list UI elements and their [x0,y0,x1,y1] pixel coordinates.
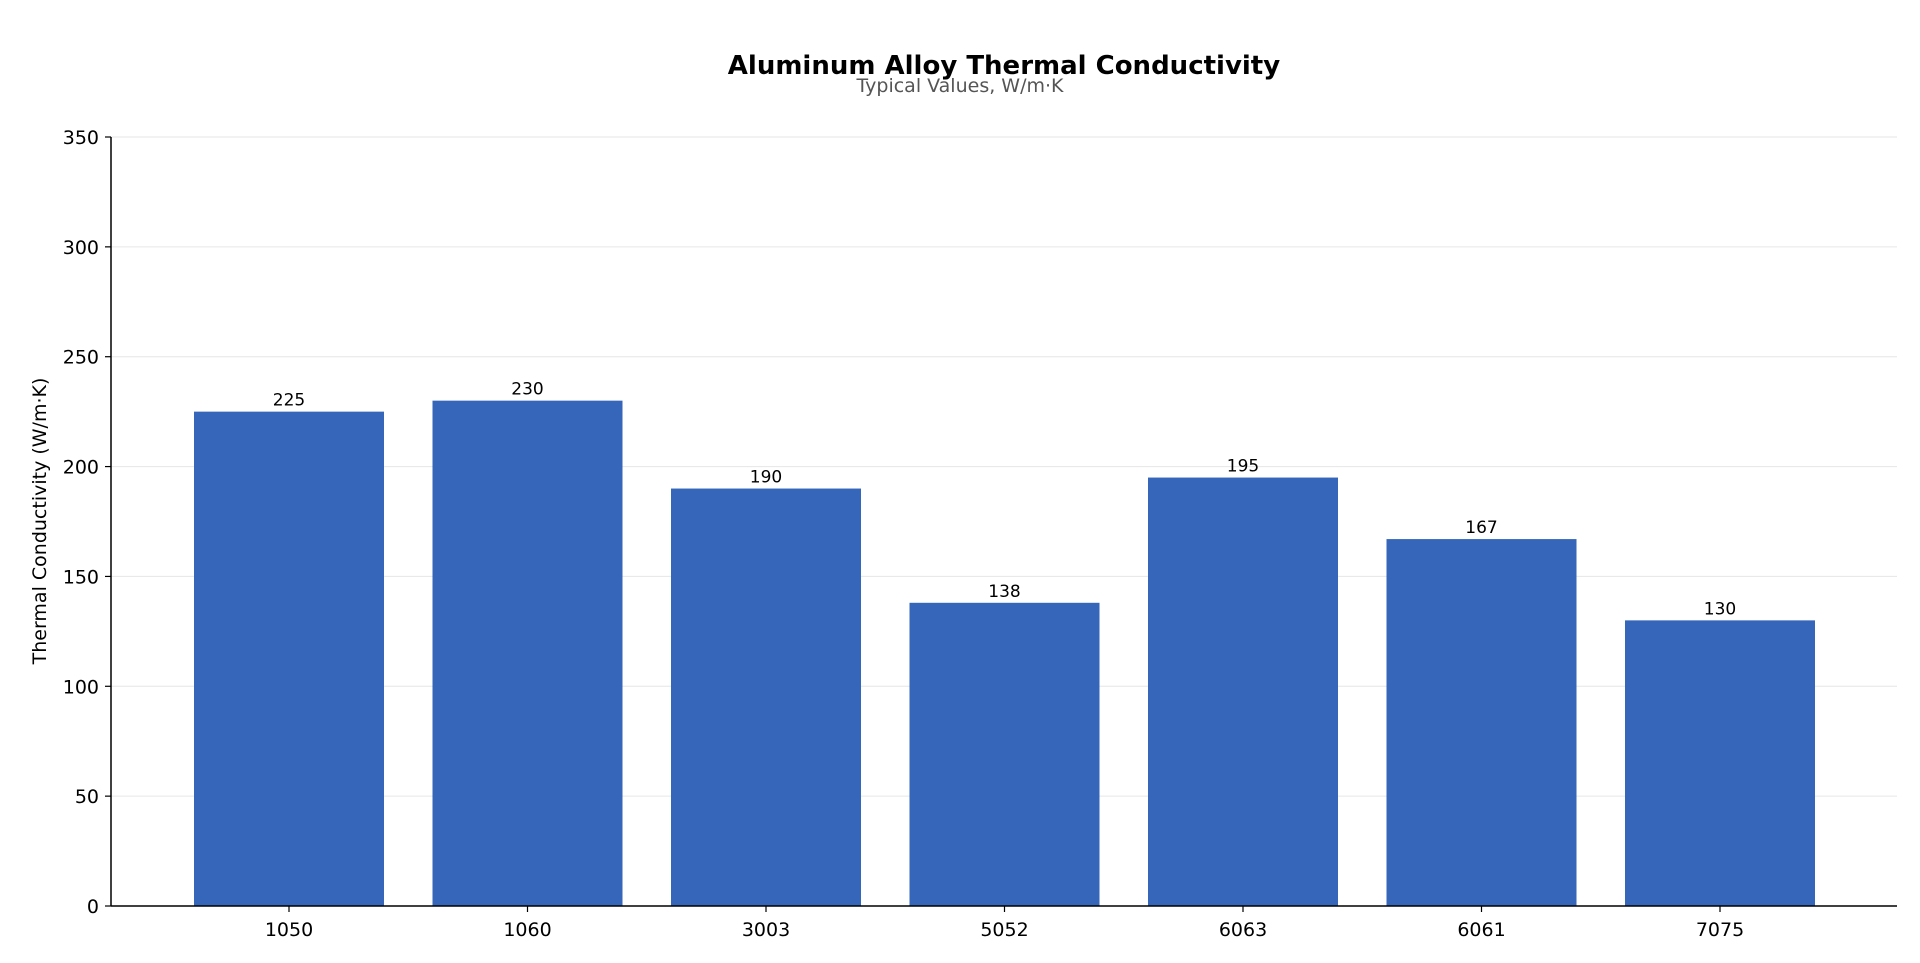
x-tick-label: 6063 [1219,919,1267,941]
x-tick-label: 6061 [1457,919,1505,941]
y-tick-label: 350 [63,127,99,149]
x-tick-label: 3003 [742,919,790,941]
y-tick-label: 50 [75,786,99,808]
data-label: 130 [1704,599,1736,619]
chart-subtitle: Typical Values, W/m·K [856,75,1065,97]
x-tick-label: 1060 [503,919,551,941]
y-tick-label: 250 [63,347,99,369]
bar-3003 [671,488,861,906]
bar-1050 [194,411,384,906]
y-axis-label: Thermal Conductivity (W/m·K) [29,378,51,666]
y-tick-label: 150 [63,566,99,588]
data-label: 195 [1227,457,1259,477]
bar-6063 [1148,477,1338,906]
chart-title: Aluminum Alloy Thermal Conductivity [728,51,1280,81]
y-tick-label: 300 [63,237,99,259]
data-label: 230 [511,380,543,400]
y-tick-label: 0 [87,896,99,918]
bar-7075 [1625,620,1815,906]
axes: 0 50 100 150 200 250 300 350 1050 1060 3003 5052 606… [63,127,1897,941]
y-tick-label: 100 [63,676,99,698]
bar-6061 [1386,539,1577,906]
y-tick-label: 200 [63,457,99,479]
bars [194,400,1815,906]
data-label: 167 [1465,518,1497,538]
bar-1060 [432,400,623,906]
bar-5052 [909,602,1100,906]
data-label: 190 [750,468,782,488]
data-label: 225 [273,391,305,411]
x-tick-label: 5052 [980,919,1028,941]
x-tick-label: 7075 [1696,919,1744,941]
data-labels: 225 230 190 138 195 167 130 [273,380,1736,620]
data-label: 138 [988,582,1020,602]
x-tick-label: 1050 [265,919,313,941]
